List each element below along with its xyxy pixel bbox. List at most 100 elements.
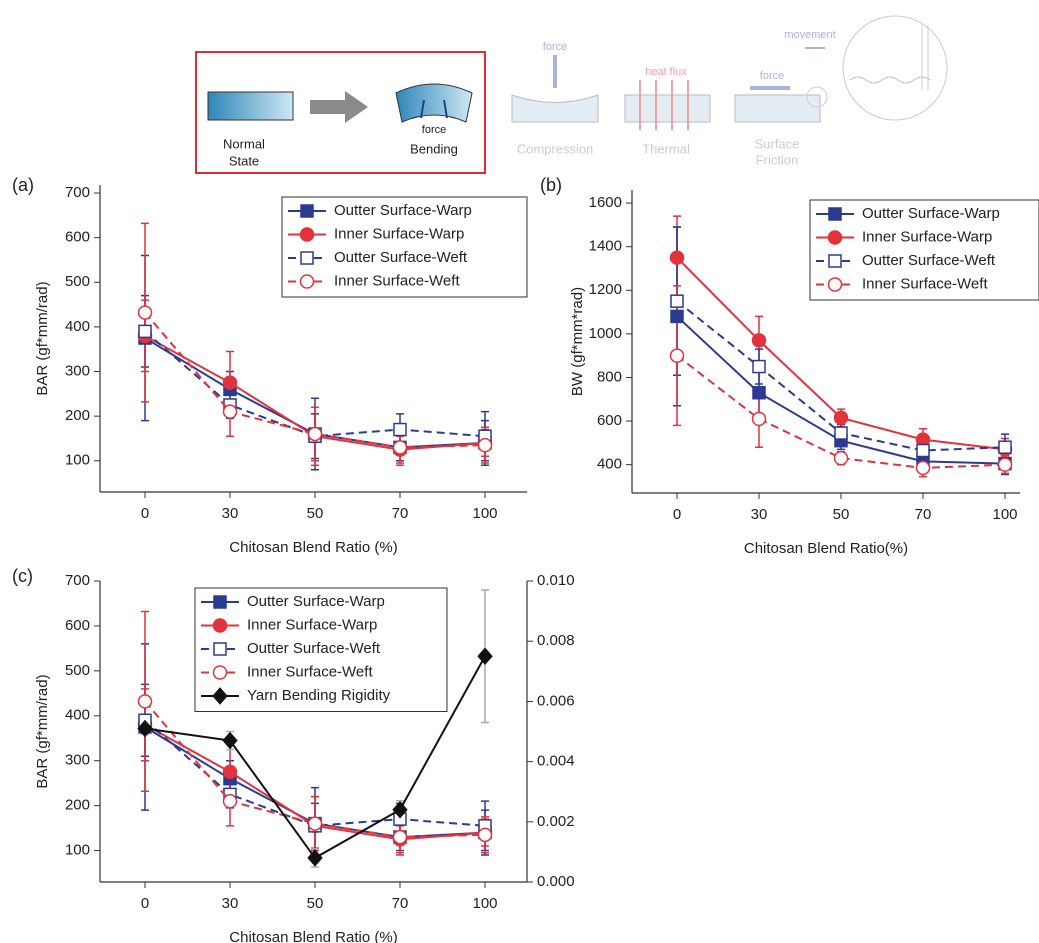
- y-tick-label: 400: [65, 707, 90, 724]
- y-tick-label: 1600: [589, 194, 622, 211]
- marker: [224, 376, 237, 389]
- y-tick-label: 200: [65, 407, 90, 424]
- y-tick-label: 500: [65, 273, 90, 290]
- marker: [224, 795, 237, 808]
- x-tick-label: 100: [992, 506, 1017, 523]
- legend-marker: [301, 252, 313, 264]
- y-axis-label: BW (gf*mm*rad): [569, 287, 586, 396]
- legend-label: Outter Surface-Weft: [862, 252, 996, 269]
- diagram-label: heat flux: [645, 66, 687, 78]
- x-tick-label: 30: [222, 505, 239, 522]
- legend-marker: [301, 228, 314, 241]
- y2-tick-label: 0.010: [537, 572, 575, 589]
- y-tick-label: 400: [597, 456, 622, 473]
- panel-label: (a): [12, 175, 34, 195]
- y-tick-label: 500: [65, 662, 90, 679]
- panel-label: (b): [540, 175, 562, 195]
- diagram-label: Friction: [756, 152, 799, 167]
- thermal-sample: [625, 95, 710, 122]
- marker: [671, 310, 683, 322]
- x-tick-label: 0: [141, 505, 149, 522]
- marker: [139, 695, 152, 708]
- marker: [671, 251, 684, 264]
- panel-label: (c): [12, 566, 33, 586]
- diagram-label: State: [229, 153, 259, 168]
- x-tick-label: 100: [472, 505, 497, 522]
- legend-label: Outter Surface-Weft: [334, 249, 468, 266]
- legend-marker: [829, 231, 842, 244]
- marker: [478, 648, 492, 664]
- marker: [671, 349, 684, 362]
- normal-state-sample: [208, 92, 293, 120]
- zoom-detail: [843, 16, 947, 120]
- legend-marker: [214, 619, 227, 632]
- x-tick-label: 0: [673, 506, 681, 523]
- legend-label: Inner Surface-Warp: [862, 228, 992, 245]
- marker: [309, 427, 322, 440]
- marker: [917, 444, 929, 456]
- legend-label: Yarn Bending Rigidity: [247, 687, 391, 704]
- x-tick-label: 70: [392, 505, 409, 522]
- x-tick-label: 70: [392, 895, 409, 912]
- legend-label: Inner Surface-Weft: [862, 275, 988, 292]
- arrow: [310, 91, 368, 123]
- x-tick-label: 50: [833, 506, 850, 523]
- y-tick-label: 600: [65, 617, 90, 634]
- marker: [835, 452, 848, 465]
- y-tick-label: 600: [597, 412, 622, 429]
- y-tick-label: 1400: [589, 238, 622, 255]
- marker: [479, 439, 492, 452]
- bending-sample: [396, 84, 472, 122]
- diagram-label: Thermal: [642, 141, 690, 156]
- marker: [394, 831, 407, 844]
- legend-label: Inner Surface-Weft: [247, 663, 373, 680]
- marker: [224, 405, 237, 418]
- marker: [753, 334, 766, 347]
- diagram-label: movement: [784, 29, 835, 41]
- x-tick-label: 30: [751, 506, 768, 523]
- x-tick-label: 100: [472, 895, 497, 912]
- y-tick-label: 700: [65, 572, 90, 589]
- marker: [139, 306, 152, 319]
- x-axis-label: Chitosan Blend Ratio (%): [229, 539, 397, 556]
- chart: (c)1002003004005006007000.0000.0020.0040…: [12, 566, 575, 943]
- y2-tick-label: 0.004: [537, 753, 575, 770]
- x-tick-label: 50: [307, 505, 324, 522]
- marker: [671, 295, 683, 307]
- x-tick-label: 0: [141, 895, 149, 912]
- marker: [999, 458, 1012, 471]
- legend-marker: [214, 643, 226, 655]
- y-tick-label: 700: [65, 184, 90, 201]
- diagram-label: Normal: [223, 136, 265, 151]
- figure: Normal State force Bending force Compres…: [0, 0, 1039, 943]
- diagram: Normal State force Bending force Compres…: [196, 16, 947, 173]
- y-tick-label: 100: [65, 452, 90, 469]
- marker: [479, 828, 492, 841]
- x-tick-label: 30: [222, 895, 239, 912]
- y2-tick-label: 0.008: [537, 632, 575, 649]
- legend-label: Outter Surface-Warp: [862, 205, 1000, 222]
- legend-label: Inner Surface-Weft: [334, 272, 460, 289]
- legend-marker: [829, 255, 841, 267]
- y-tick-label: 100: [65, 842, 90, 859]
- diagram-label: Bending: [410, 141, 458, 156]
- marker: [394, 424, 406, 436]
- legend-marker: [301, 275, 314, 288]
- legend-marker: [829, 208, 841, 220]
- y-tick-label: 800: [597, 368, 622, 385]
- marker: [394, 441, 407, 454]
- legend-label: Inner Surface-Warp: [247, 616, 377, 633]
- y2-tick-label: 0.000: [537, 873, 575, 890]
- marker: [139, 325, 151, 337]
- marker: [753, 387, 765, 399]
- diagram-label: force: [543, 41, 567, 53]
- y2-tick-label: 0.006: [537, 692, 575, 709]
- marker: [999, 441, 1011, 453]
- marker: [753, 361, 765, 373]
- legend-label: Inner Surface-Warp: [334, 225, 464, 242]
- marker: [224, 765, 237, 778]
- y-axis-label: BAR (gf*mm/rad): [34, 674, 51, 788]
- marker: [309, 817, 322, 830]
